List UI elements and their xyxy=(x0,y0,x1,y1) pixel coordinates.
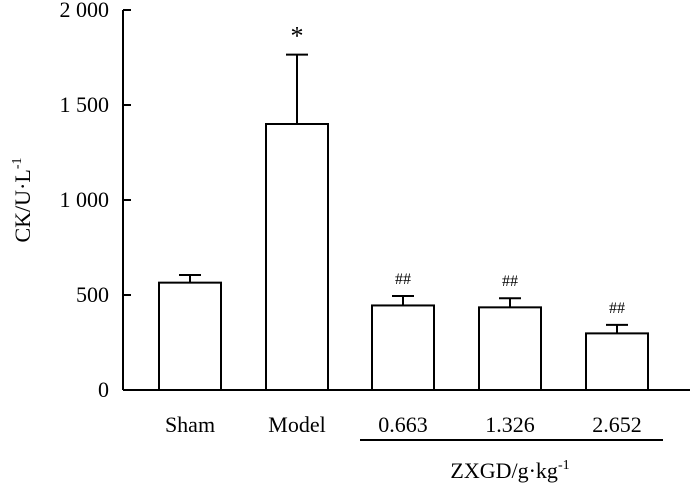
category-label: 2.652 xyxy=(592,412,642,437)
bar xyxy=(585,332,649,392)
category-label: Sham xyxy=(165,412,215,437)
bar xyxy=(265,123,329,391)
y-tick-label: 1 500 xyxy=(60,92,110,117)
y-tick-label: 2 000 xyxy=(60,0,110,22)
bars xyxy=(158,53,649,392)
significance-marker: ## xyxy=(609,300,625,317)
category-label: Model xyxy=(268,412,325,437)
y-axis-title: CK/U·L-1 xyxy=(10,158,35,243)
y-tick-label: 500 xyxy=(76,282,109,307)
labels: 0 500 1 000 1 500 2 000 Sham Model * 0.663 ## 1.32… xyxy=(60,0,642,437)
y-tick-label: 1 000 xyxy=(60,187,110,212)
x-axis-title: ZXGD/g·kg-1 xyxy=(450,458,569,483)
category-label: 0.663 xyxy=(378,412,428,437)
bar xyxy=(371,304,435,392)
y-axis-title-main: CK/U·L xyxy=(10,169,35,242)
significance-marker: * xyxy=(291,22,304,51)
y-axis-title-sup: -1 xyxy=(10,158,25,170)
bar xyxy=(478,306,542,392)
bar xyxy=(158,281,222,391)
significance-marker: ## xyxy=(502,273,518,290)
x-axis-title-sup: -1 xyxy=(558,458,570,473)
y-tick-label: 0 xyxy=(98,377,109,402)
category-label: 1.326 xyxy=(485,412,535,437)
x-axis-title-main: ZXGD/g·kg xyxy=(450,458,558,483)
significance-marker: ## xyxy=(395,271,411,288)
